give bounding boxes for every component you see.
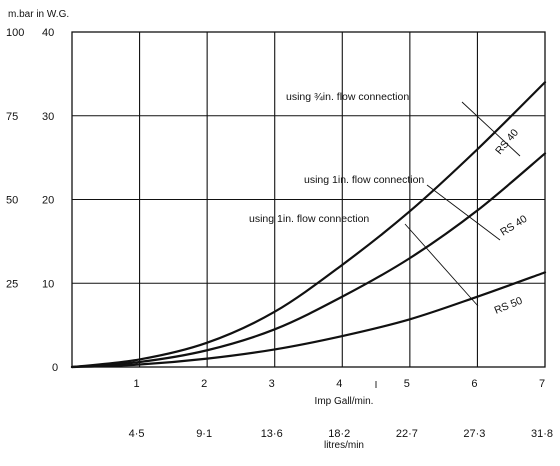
annotation-rs40-three-quarter: using ¾in. flow connection: [286, 91, 409, 103]
x-tick-label: 6: [471, 378, 477, 390]
x-tick-label: 7: [539, 378, 545, 390]
x2-tick-label: 4·5: [129, 428, 145, 440]
x-tick-label: 1: [134, 378, 140, 390]
x2-tick-label: 13·6: [261, 428, 283, 440]
x2-tick-label: 27·3: [463, 428, 485, 440]
y-tick-label-mbar: 100: [6, 27, 24, 39]
y-tick-label-wg: 40: [42, 27, 54, 39]
x-tick-label: 4: [336, 378, 342, 390]
x-tick-label: 5: [404, 378, 410, 390]
x-tick-label: 3: [269, 378, 275, 390]
y-tick-label-mbar: 25: [6, 278, 18, 290]
y-axis-label: m.bar in W.G.: [8, 9, 69, 20]
y-tick-label-wg: 10: [42, 278, 54, 290]
y-tick-label-wg: 30: [42, 111, 54, 123]
annotation-rs40-one-inch: using 1in. flow connection: [304, 174, 424, 186]
leader-rs40-one-inch: [426, 184, 501, 241]
grid: [71, 31, 546, 368]
y-tick-label-zero: 0: [52, 362, 58, 374]
leader-rs40-three-quarter: [461, 101, 521, 157]
y-tick-label-wg: 20: [42, 195, 54, 207]
leader-rs50-one-inch: [404, 223, 479, 307]
annotation-rs50-one-inch: using 1in. flow connection: [249, 213, 369, 225]
x2-tick-label: 9·1: [196, 428, 212, 440]
curve-rs40-three-quarter: [70, 81, 547, 369]
curve-rs50-one-inch: [70, 271, 547, 369]
x2-tick-label: 18·2: [328, 428, 350, 440]
x2-tick-label: 22·7: [396, 428, 418, 440]
y-tick-label-mbar: 50: [6, 195, 18, 207]
x-tick-label: 2: [201, 378, 207, 390]
x2-tick-label: 31·8: [531, 428, 553, 440]
y-tick-label-mbar: 75: [6, 111, 18, 123]
x-axis-label: Imp Gall/min.: [315, 396, 374, 407]
x2-axis-label: litres/min: [324, 440, 364, 451]
tick-labels: 1 2 3 4 5 6 7 4·5 9·1 13·6 18·2 22·7 27·3 31·8 25 10 50 2…: [6, 27, 553, 440]
series-label-rs40-one-inch: RS 40: [498, 213, 529, 239]
curve-rs40-one-inch: [70, 152, 547, 369]
series-label-rs50-one-inch: RS 50: [493, 295, 525, 317]
